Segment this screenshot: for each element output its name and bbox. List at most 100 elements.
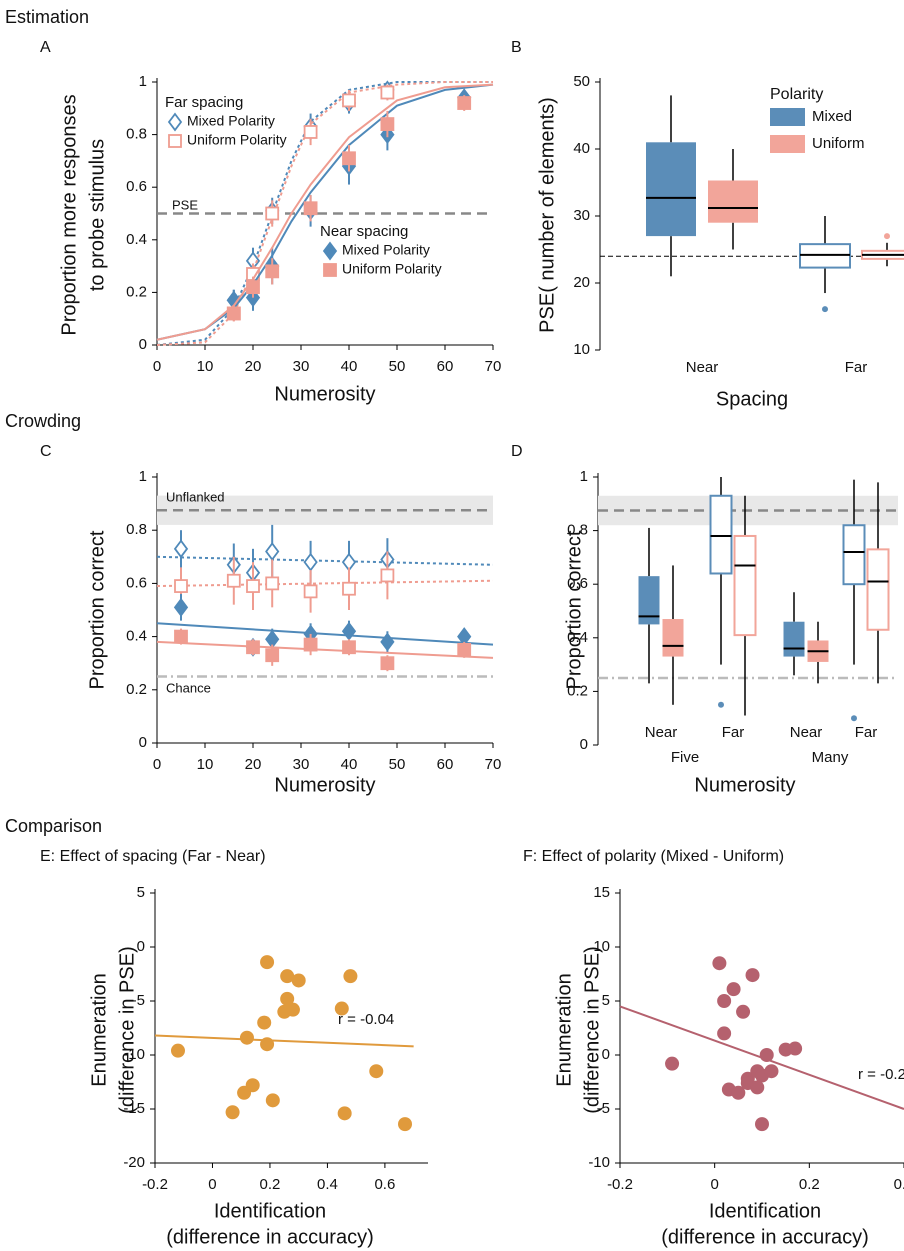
- point: [303, 584, 318, 599]
- point: [246, 280, 260, 295]
- point: [170, 1043, 185, 1058]
- point: [457, 643, 472, 657]
- x-tick-label: 50: [389, 756, 406, 773]
- point: [717, 1026, 732, 1041]
- x-tick-label: Near: [790, 724, 823, 741]
- fit-line: [156, 555, 494, 566]
- point: [246, 579, 260, 593]
- box: [708, 180, 758, 223]
- y-tick-label: -5: [597, 1100, 610, 1117]
- point: [280, 969, 295, 984]
- point: [265, 1093, 280, 1108]
- point: [245, 1078, 260, 1093]
- point: [369, 1064, 384, 1079]
- x-tick-label: 0.4: [317, 1176, 338, 1193]
- point: [717, 994, 732, 1008]
- point: [291, 973, 306, 988]
- legend-title: Near spacing: [320, 223, 408, 240]
- y-tick-label: 0.8: [126, 126, 147, 143]
- legend-title: Polarity: [770, 86, 823, 103]
- box: [783, 621, 805, 657]
- fit-line: [156, 640, 494, 659]
- y-tick-label: 1: [580, 468, 588, 485]
- legend-label: Uniform: [812, 135, 865, 152]
- fit-line: [156, 81, 493, 346]
- group-label: Many: [812, 749, 849, 766]
- y-tick-label: 0.6: [567, 575, 588, 592]
- x-tick-label: 0.4: [894, 1176, 904, 1193]
- point: [731, 1085, 746, 1100]
- legend-title: Far spacing: [165, 94, 243, 111]
- y-tick-label: -5: [132, 992, 145, 1009]
- x-tick-label: -0.2: [607, 1176, 633, 1193]
- x-tick-label: 70: [485, 358, 502, 375]
- point: [764, 1064, 779, 1079]
- box: [662, 619, 684, 657]
- legend-marker: [167, 112, 183, 132]
- point: [174, 629, 188, 644]
- point: [343, 969, 358, 984]
- x-tick-label: 10: [197, 358, 214, 375]
- legend-marker: [323, 263, 337, 277]
- point: [303, 552, 318, 572]
- point: [380, 568, 395, 583]
- y-axis-title: Proportion correct: [563, 530, 585, 689]
- y-tick-label: 15: [593, 884, 610, 901]
- y-tick-label: 10: [573, 341, 590, 358]
- x-tick-label: 0.2: [799, 1176, 820, 1193]
- point: [380, 632, 395, 652]
- point: [303, 201, 318, 216]
- y-tick-label: 0.6: [126, 178, 147, 195]
- point: [226, 573, 241, 588]
- point: [759, 1048, 774, 1062]
- point: [334, 1001, 349, 1016]
- section-title: Comparison: [5, 816, 102, 836]
- y-tick-label: -10: [588, 1154, 610, 1171]
- point: [303, 637, 318, 652]
- y-tick-label: 0.4: [567, 629, 588, 646]
- group-label: Five: [671, 749, 699, 766]
- box: [638, 576, 660, 625]
- y-tick-label: 0: [139, 336, 147, 353]
- panel-label: A: [40, 39, 51, 56]
- y-axis-title: Enumeration: [553, 973, 575, 1086]
- point: [285, 1002, 300, 1017]
- point: [260, 1037, 275, 1052]
- box: [842, 524, 866, 586]
- point: [265, 541, 280, 561]
- box: [733, 534, 757, 637]
- x-tick-label: 60: [437, 756, 454, 773]
- y-tick-label: 0.8: [126, 521, 147, 538]
- legend-swatch: [770, 108, 805, 126]
- x-axis-title: Numerosity: [274, 774, 375, 796]
- y-tick-label: 0.8: [567, 522, 588, 539]
- y-tick-label: 0.2: [126, 283, 147, 300]
- x-tick-label: Far: [855, 724, 878, 741]
- point: [398, 1117, 413, 1132]
- point: [380, 117, 395, 131]
- x-tick-label: 60: [437, 358, 454, 375]
- flier: [718, 701, 724, 708]
- panel-label: D: [511, 443, 523, 460]
- point: [246, 640, 260, 655]
- legend-marker: [168, 134, 182, 148]
- panel-label: C: [40, 443, 52, 460]
- y-axis-title: Proportion correct: [86, 530, 108, 689]
- point: [342, 151, 356, 166]
- point: [225, 1105, 240, 1120]
- x-tick-label: 0: [710, 1176, 718, 1193]
- y-axis-title: Proportion more responses: [58, 94, 80, 335]
- y-tick-label: 0: [137, 938, 145, 955]
- fit-line: [156, 622, 494, 646]
- chart-title: F: Effect of polarity (Mixed - Uniform): [523, 848, 784, 865]
- x-tick-label: Far: [722, 724, 745, 741]
- legend-swatch: [770, 135, 805, 153]
- y-tick-label: 10: [593, 938, 610, 955]
- fit-line: [156, 83, 494, 341]
- flier: [884, 233, 890, 240]
- x-tick-label: -0.2: [142, 1176, 168, 1193]
- y-tick-label: 0.2: [567, 682, 588, 699]
- legend-marker: [322, 241, 338, 261]
- annotation: r = -0.04: [338, 1011, 394, 1028]
- y-tick-label: 0: [580, 736, 588, 753]
